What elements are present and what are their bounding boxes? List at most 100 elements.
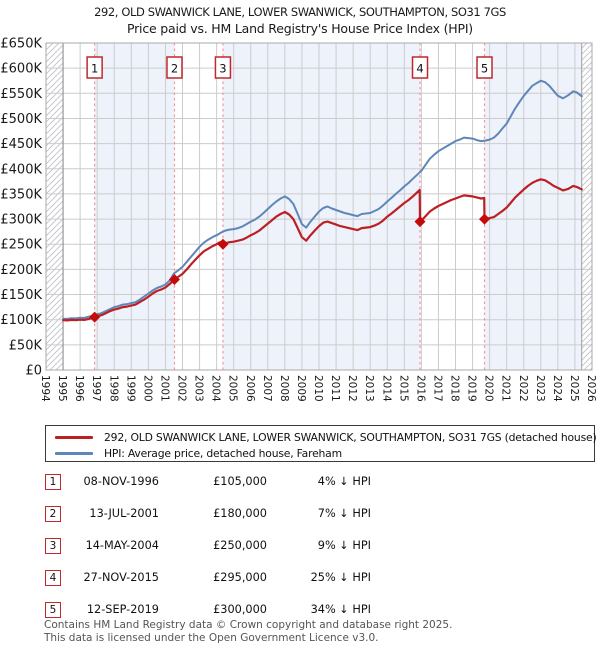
transaction-vs-hpi: 25% ↓ HPI — [310, 571, 371, 584]
transaction-number-badge: 5 — [45, 602, 61, 618]
x-axis-tick-label: 2002 — [176, 375, 188, 402]
sale-number-box — [476, 56, 493, 79]
sale-number-box — [166, 56, 183, 79]
transaction-price: £105,000 — [213, 475, 267, 488]
legend-item: 292, OLD SWANWICK LANE, LOWER SWANWICK, … — [55, 429, 597, 445]
transaction-number-badge: 3 — [45, 538, 61, 554]
y-axis-tick-label: £450K — [0, 137, 42, 152]
transaction-price: £250,000 — [213, 539, 267, 552]
y-axis-tick-label: £200K — [0, 263, 42, 278]
no-data-hatch-right — [581, 43, 592, 370]
sale-number-box — [411, 56, 429, 79]
x-axis-tick-label: 2012 — [346, 375, 358, 402]
price-history-chart: 1 2 3 4 5 £0 £50K £100K £150K £200K £250K £300K £350… — [0, 37, 597, 403]
transaction-date: 08-NOV-1996 — [83, 475, 160, 488]
sale-point-marker — [168, 273, 180, 285]
x-axis-tick-label: 2019 — [466, 375, 478, 402]
transaction-number-badge: 2 — [45, 506, 61, 522]
y-axis-tick-label: £300K — [0, 213, 42, 228]
transaction-vs-hpi: 4% ↓ HPI — [317, 475, 371, 488]
x-axis-tick-label: 2021 — [500, 375, 512, 402]
x-axis-tick-label: 2000 — [141, 375, 153, 402]
chart-legend: 292, OLD SWANWICK LANE, LOWER SWANWICK, … — [45, 425, 597, 462]
transaction-row: 3 14-MAY-2004 £250,000 9% ↓ HPI — [45, 538, 375, 554]
x-axis-tick-label: 2024 — [551, 375, 563, 402]
x-axis-tick-label: 2013 — [363, 375, 375, 402]
ownership-band — [222, 43, 421, 370]
transaction-number-badge: 1 — [45, 474, 61, 490]
x-axis-tick-label: 2026 — [585, 375, 597, 402]
transaction-vs-hpi: 9% ↓ HPI — [317, 539, 371, 552]
x-axis-tick-label: 2025 — [568, 375, 580, 402]
license-footer: Contains HM Land Registry data © Crown c… — [44, 619, 584, 644]
transaction-row: 4 27-NOV-2015 £295,000 25% ↓ HPI — [45, 570, 375, 586]
sale-number-box — [214, 56, 232, 79]
plot-frame — [45, 42, 593, 371]
transaction-date: 13-JUL-2001 — [89, 507, 159, 520]
transaction-row: 2 13-JUL-2001 £180,000 7% ↓ HPI — [45, 506, 375, 522]
page-title: 292, OLD SWANWICK LANE, LOWER SWANWICK, … — [94, 5, 506, 19]
y-axis-tick-label: £100K — [0, 313, 42, 328]
x-axis-tick-label: 2022 — [517, 375, 529, 402]
sale-point-marker — [479, 213, 491, 225]
sale-point-marker — [89, 311, 101, 323]
x-axis-tick-label: 1995 — [56, 375, 68, 402]
x-axis-tick-label: 2005 — [227, 375, 239, 402]
sale-number-label: 3 — [219, 62, 226, 76]
sale-number-label: 1 — [91, 62, 98, 76]
sale-point-marker — [217, 238, 229, 250]
transaction-price: £295,000 — [213, 571, 267, 584]
x-axis-tick-label: 1997 — [90, 375, 102, 402]
legend-item-label: HPI: Average price, detached house, Fare… — [104, 446, 342, 460]
x-axis-tick-label: 2007 — [261, 375, 273, 402]
sale-number-label: 2 — [171, 62, 178, 76]
legend-item: HPI: Average price, detached house, Fare… — [55, 445, 594, 461]
x-axis-tick-label: 1998 — [107, 375, 119, 402]
y-axis-tick-label: £50K — [9, 338, 43, 353]
x-axis-tick-label: 1999 — [124, 375, 136, 402]
x-axis-tick-label: 1994 — [39, 375, 51, 402]
x-axis-tick-label: 2023 — [534, 375, 546, 402]
transaction-price: £180,000 — [213, 507, 267, 520]
sale-number-label: 5 — [481, 62, 488, 76]
ownership-band — [484, 43, 582, 370]
sale-number-box — [86, 56, 103, 79]
y-axis-tick-label: £600K — [0, 62, 42, 77]
x-axis-tick-label: 2004 — [210, 375, 222, 402]
transaction-date: 12-SEP-2019 — [86, 603, 159, 616]
footer-line-1: Contains HM Land Registry data © Crown c… — [44, 619, 453, 631]
transaction-price: £300,000 — [213, 603, 267, 616]
x-axis-tick-label: 2018 — [449, 375, 461, 402]
transaction-number-badge: 4 — [45, 570, 61, 586]
x-axis-tick-label: 2010 — [312, 375, 324, 402]
legend-item-label: 292, OLD SWANWICK LANE, LOWER SWANWICK, … — [104, 430, 597, 444]
x-axis-tick-label: 2017 — [431, 375, 443, 402]
x-axis-tick-label: 2016 — [414, 375, 426, 402]
x-axis-tick-label: 2001 — [158, 375, 170, 402]
x-axis-tick-label: 2003 — [193, 375, 205, 402]
hpi-line — [62, 79, 583, 320]
page-subtitle: Price paid vs. HM Land Registry's House … — [127, 21, 473, 36]
property-price-line — [61, 178, 583, 322]
x-axis-tick-label: 2009 — [295, 375, 307, 402]
x-axis-tick-label: 2020 — [483, 375, 495, 402]
x-axis-tick-label: 1996 — [73, 375, 85, 402]
transaction-row: 1 08-NOV-1996 £105,000 4% ↓ HPI — [45, 474, 375, 490]
transaction-date: 14-MAY-2004 — [85, 539, 159, 552]
y-axis-tick-label: £350K — [0, 187, 42, 202]
x-axis-tick-label: 2006 — [244, 375, 256, 402]
transaction-vs-hpi: 34% ↓ HPI — [310, 603, 371, 616]
x-axis-tick-label: 2008 — [278, 375, 290, 402]
transaction-date: 27-NOV-2015 — [83, 571, 160, 584]
y-axis-tick-label: £150K — [0, 288, 42, 303]
y-axis-tick-label: £250K — [0, 238, 42, 253]
x-axis-tick-label: 2011 — [329, 375, 341, 402]
x-axis-tick-label: 2015 — [397, 375, 409, 402]
y-axis-tick-label: £400K — [0, 162, 42, 177]
transaction-row: 5 12-SEP-2019 £300,000 34% ↓ HPI — [45, 602, 375, 618]
no-data-hatch-left — [46, 43, 64, 370]
y-axis-tick-label: £500K — [0, 112, 42, 127]
transaction-vs-hpi: 7% ↓ HPI — [317, 507, 371, 520]
footer-line-2: This data is licensed under the Open Gov… — [44, 631, 379, 644]
